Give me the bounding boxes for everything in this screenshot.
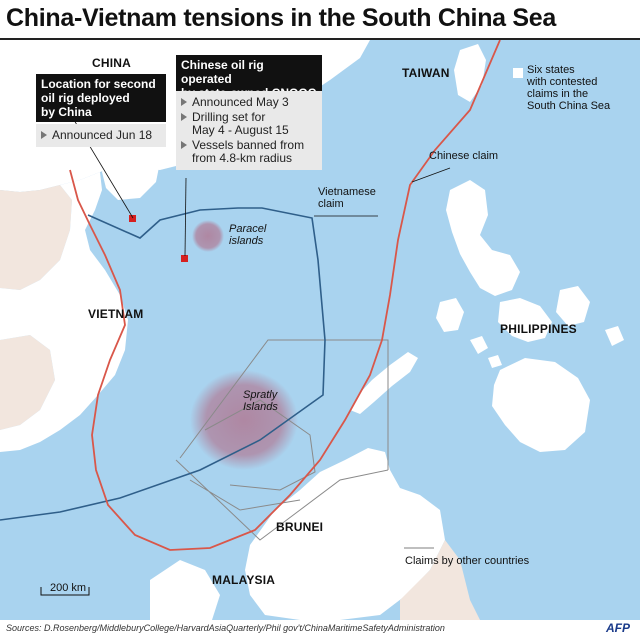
- paracel-label: Paracel islands: [229, 223, 266, 247]
- taiwan-island: [454, 44, 486, 102]
- first-rig-vessels-line1: Vessels banned from: [192, 138, 305, 152]
- country-label-malaysia: MALAYSIA: [212, 573, 276, 587]
- scale-bar: 200 km: [40, 582, 90, 604]
- neighbor-land-west: [0, 185, 72, 290]
- malay-peninsula: [150, 560, 220, 620]
- paracel-label-line1: Paracel: [229, 223, 267, 235]
- first-rig-bullet-2: Drilling set for May 4 - August 15: [181, 111, 317, 137]
- first-rig-drilling-line1: Drilling set for: [192, 110, 266, 124]
- vietnamese-claim-line: [0, 207, 326, 521]
- vietnamese-claim-label-line2: claim: [318, 198, 344, 210]
- second-rig-heading-line1: Location for second: [41, 77, 156, 91]
- scale-label: 200 km: [50, 582, 87, 594]
- first-rig-drilling-line2: May 4 - August 15: [192, 123, 289, 137]
- first-rig-bullet-1: Announced May 3: [181, 96, 317, 109]
- neighbor-land-southwest: [0, 335, 55, 430]
- vietnamese-claim-label: Vietnamese claim: [318, 186, 376, 210]
- borneo-land: [245, 448, 445, 620]
- spratly-zone: [190, 370, 298, 470]
- first-rig-callout-details: Announced May 3 Drilling set for May 4 - …: [176, 91, 322, 170]
- afp-logo: AFP: [606, 621, 630, 635]
- scale-bar-graphic: [40, 587, 90, 596]
- legend-swatch: [513, 68, 523, 78]
- sources-credit: Sources: D.Rosenberg/MiddleburyCollege/H…: [6, 623, 445, 633]
- first-rig-leader: [184, 177, 187, 257]
- legend-line4: South China Sea: [527, 100, 611, 112]
- bullet-triangle-icon: [181, 113, 187, 121]
- chinese-claim-label: Chinese claim: [429, 150, 499, 162]
- paracel-zone: [192, 220, 224, 252]
- philippines-visayas: [498, 298, 552, 342]
- neighbor-land-south: [400, 540, 480, 620]
- country-label-philippines: PHILIPPINES: [500, 322, 577, 336]
- spratly-label-line2: Islands: [243, 401, 278, 413]
- philippines-palawan: [350, 352, 418, 414]
- second-rig-callout-details: Announced Jun 18: [36, 124, 166, 147]
- country-label-vietnam: VIETNAM: [88, 307, 144, 321]
- legend-line1: Six states: [527, 64, 575, 76]
- page-title: China-Vietnam tensions in the South Chin…: [6, 4, 557, 32]
- second-rig-heading-line3: by China: [41, 105, 92, 119]
- other-claims-label: Claims by other countries: [405, 555, 530, 567]
- legend-line2: with contested: [527, 76, 598, 88]
- second-rig-bullet: Announced Jun 18: [41, 129, 161, 142]
- second-rig-callout-heading: Location for second oil rig deployed by …: [36, 74, 166, 122]
- country-label-brunei: BRUNEI: [276, 520, 324, 534]
- first-rig-heading-line1: Chinese oil rig operated: [181, 58, 264, 86]
- vietnam-land: [0, 172, 128, 452]
- country-label-taiwan: TAIWAN: [402, 66, 450, 80]
- spratly-label-line1: Spratly: [243, 389, 278, 401]
- philippines-samar: [556, 286, 590, 326]
- second-rig-heading-line2: oil rig deployed: [41, 91, 130, 105]
- map: [0, 40, 640, 620]
- first-rig-bullet-3: Vessels banned from from 4.8-km radius: [181, 139, 317, 165]
- country-label-china: CHINA: [92, 56, 131, 70]
- second-rig-announced: Announced Jun 18: [52, 128, 153, 142]
- first-rig-vessels-line2: from 4.8-km radius: [192, 151, 293, 165]
- philippines-luzon: [446, 180, 520, 296]
- spratly-label: Spratly Islands: [243, 389, 278, 413]
- legend-line3: claims in the: [527, 88, 589, 100]
- legend-text: Six states with contested claims in the …: [527, 64, 610, 112]
- bullet-triangle-icon: [41, 131, 47, 139]
- paracel-label-line2: islands: [229, 235, 264, 247]
- first-rig-marker: [181, 255, 188, 262]
- philippines-mindoro: [436, 298, 464, 332]
- title-divider: [0, 38, 640, 40]
- hainan-island: [102, 148, 160, 200]
- chinese-claim-line: [69, 40, 501, 551]
- vietnamese-claim-label-line1: Vietnamese: [318, 186, 376, 198]
- footer: [0, 620, 640, 640]
- bullet-triangle-icon: [181, 98, 187, 106]
- philippines-islets: [470, 326, 624, 368]
- bullet-triangle-icon: [181, 141, 187, 149]
- other-claims-lines: [175, 339, 389, 541]
- philippines-mindanao: [492, 358, 590, 452]
- second-rig-marker: [129, 215, 136, 222]
- chinese-claim-leader: [411, 167, 451, 183]
- first-rig-announced: Announced May 3: [192, 95, 289, 109]
